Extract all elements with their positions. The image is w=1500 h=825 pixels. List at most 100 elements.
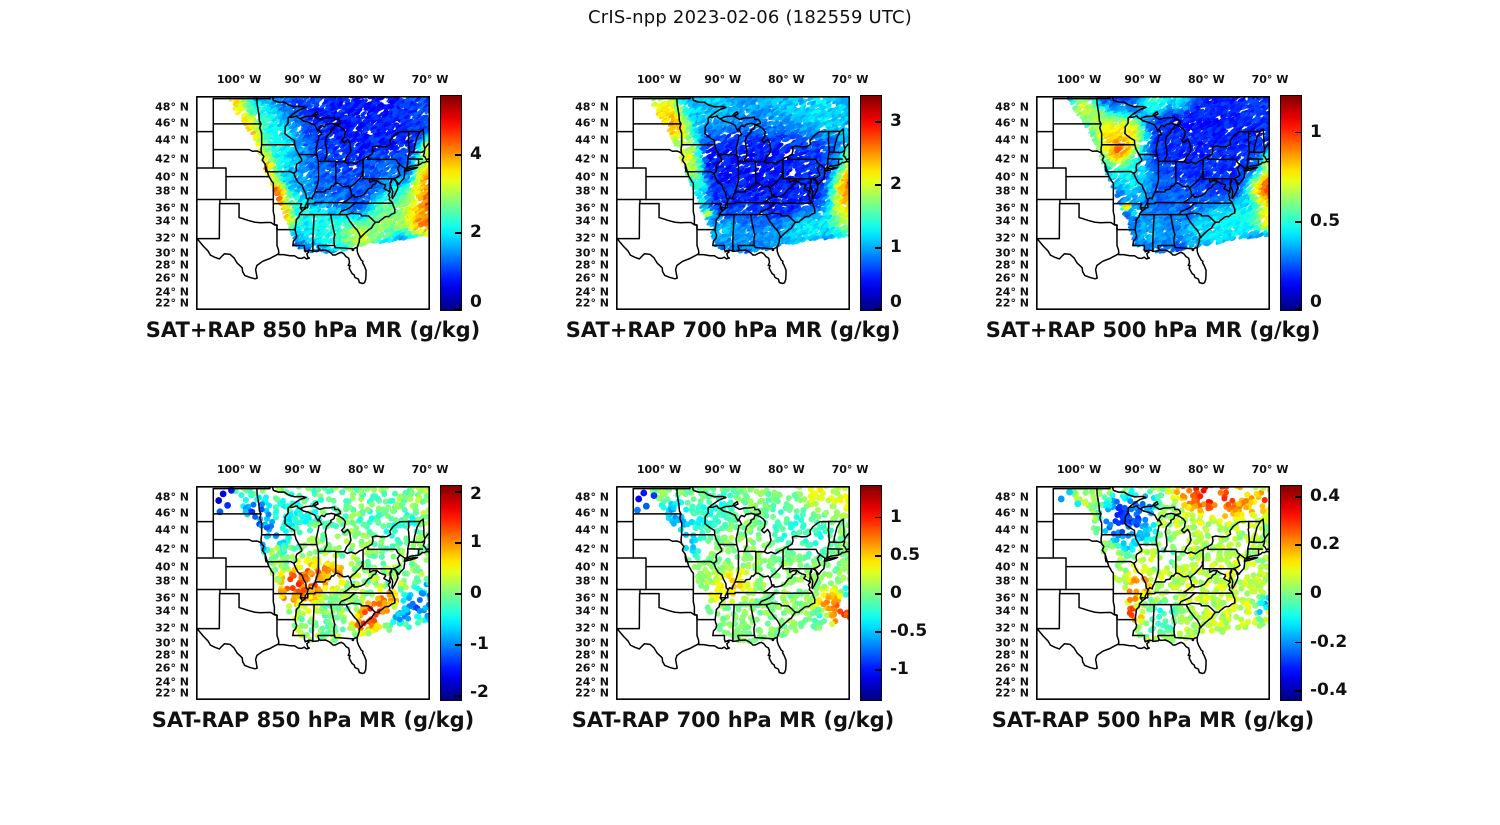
lon-tick-label: 80° W: [347, 73, 385, 86]
lat-tick-label: 40° N: [155, 560, 189, 574]
colorbar-tick-label: 2: [470, 484, 482, 504]
colorbar-tick-label: 0.2: [1310, 534, 1341, 555]
lat-tick-label: 36° N: [575, 591, 609, 605]
colorbar-tick: [1295, 593, 1301, 595]
map-sat-minus-rap-500: [1036, 486, 1270, 700]
lon-tick-label: 80° W: [1187, 463, 1225, 476]
colorbar-tick-label: -2: [470, 682, 489, 702]
colorbar-tick: [1295, 220, 1301, 223]
lon-tick-label: 70° W: [831, 463, 869, 476]
lat-tick-label: 38° N: [995, 184, 1029, 198]
lat-tick-label: 44° N: [575, 133, 609, 147]
lat-tick-label: 44° N: [155, 133, 189, 147]
colorbar-sat-plus-rap-850: [440, 95, 462, 311]
lon-tick-label: 70° W: [831, 73, 869, 86]
lon-tick-label: 100° W: [636, 73, 682, 86]
colorbar-tick-label: -1: [470, 633, 489, 654]
lat-tick-label: 46° N: [155, 506, 189, 520]
colorbar-tick-label: 0: [470, 292, 482, 312]
map-sat-plus-rap-500: [1036, 96, 1270, 310]
colorbar-tick-label: -0.5: [890, 621, 928, 642]
colorbar-tick-label: 0.5: [890, 544, 921, 565]
colorbar-tick: [875, 121, 881, 123]
colorbar-tick: [875, 308, 881, 310]
lon-tick-label: 80° W: [767, 73, 805, 86]
lat-tick-label: 22° N: [155, 686, 189, 700]
lat-tick-label: 42° N: [155, 152, 189, 166]
lat-tick-label: 22° N: [995, 686, 1029, 700]
lat-tick-label: 32° N: [575, 621, 609, 635]
lat-tick-label: 36° N: [155, 201, 189, 215]
colorbar-tick: [875, 247, 881, 249]
lat-tick-label: 22° N: [575, 296, 609, 310]
colorbar-tick: [875, 593, 881, 595]
lat-tick-label: 48° N: [575, 100, 609, 114]
colorbar-tick-label: 0: [890, 583, 902, 603]
lat-tick-label: 34° N: [155, 604, 189, 618]
lon-tick-label: 70° W: [411, 463, 449, 476]
lat-tick-label: 32° N: [995, 231, 1029, 245]
colorbar-sat-plus-rap-700: [860, 95, 882, 311]
colorbar-tick-label: 1: [470, 532, 482, 553]
lat-tick-label: 34° N: [575, 214, 609, 228]
lat-tick-label: 44° N: [575, 523, 609, 537]
lat-tick-label: 32° N: [995, 621, 1029, 635]
colorbar-tick: [875, 516, 881, 519]
colorbar-tick: [455, 232, 461, 234]
lat-tick-label: 22° N: [995, 296, 1029, 310]
colorbar-tick-label: 0: [1310, 292, 1322, 312]
colorbar-tick-label: -0.4: [1310, 680, 1348, 701]
colorbar-tick-label: -0.2: [1310, 631, 1348, 652]
lat-tick-label: 22° N: [155, 296, 189, 310]
lon-tick-label: 100° W: [216, 73, 262, 86]
lat-tick-label: 30° N: [575, 636, 609, 650]
lat-tick-label: 26° N: [575, 661, 609, 675]
lat-tick-label: 34° N: [155, 214, 189, 228]
panel-title-sat-minus-rap-700: SAT-RAP 700 hPa MR (g/kg): [571, 708, 895, 732]
lat-tick-label: 28° N: [575, 258, 609, 272]
colorbar-tick: [455, 154, 461, 157]
colorbar-tick: [455, 694, 461, 697]
lat-tick-label: 38° N: [995, 574, 1029, 588]
lat-tick-label: 30° N: [995, 636, 1029, 650]
figure-title: CrIS-npp 2023-02-06 (182559 UTC): [587, 7, 913, 28]
colorbar-tick-label: 0.5: [1310, 210, 1341, 231]
lon-tick-label: 100° W: [1056, 73, 1102, 86]
map-sat-minus-rap-700: [616, 486, 850, 700]
lat-tick-label: 34° N: [575, 604, 609, 618]
lat-tick-label: 46° N: [575, 506, 609, 520]
lat-tick-label: 48° N: [995, 100, 1029, 114]
lat-tick-label: 46° N: [575, 116, 609, 130]
lat-tick-label: 36° N: [575, 201, 609, 215]
lat-tick-label: 24° N: [995, 285, 1029, 299]
lat-tick-label: 42° N: [575, 152, 609, 166]
colorbar-tick-label: 2: [890, 174, 902, 195]
colorbar-tick: [1295, 641, 1301, 644]
colorbar-tick-label: 2: [470, 222, 482, 243]
lon-tick-label: 100° W: [1056, 463, 1102, 476]
colorbar-sat-minus-rap-850: [440, 485, 462, 701]
colorbar-tick: [1295, 690, 1301, 693]
colorbar-tick: [875, 184, 881, 186]
lon-tick-label: 90° W: [284, 463, 322, 476]
lat-tick-label: 24° N: [575, 675, 609, 689]
colorbar-tick: [1295, 544, 1301, 547]
lat-tick-label: 38° N: [155, 574, 189, 588]
lat-tick-label: 28° N: [995, 648, 1029, 662]
lon-tick-label: 90° W: [1124, 73, 1162, 86]
lon-tick-label: 90° W: [704, 73, 742, 86]
map-sat-minus-rap-850: [196, 486, 430, 700]
colorbar-sat-plus-rap-500: [1280, 95, 1302, 311]
panel-title-sat-minus-rap-500: SAT-RAP 500 hPa MR (g/kg): [991, 708, 1315, 732]
lat-tick-label: 32° N: [155, 621, 189, 635]
panel-title-sat-plus-rap-700: SAT+RAP 700 hPa MR (g/kg): [565, 318, 901, 342]
lat-tick-label: 36° N: [995, 591, 1029, 605]
colorbar-tick-label: 1: [890, 237, 902, 258]
lon-tick-label: 80° W: [347, 463, 385, 476]
panel-title-sat-minus-rap-850: SAT-RAP 850 hPa MR (g/kg): [151, 708, 475, 732]
panel-title-sat-plus-rap-500: SAT+RAP 500 hPa MR (g/kg): [985, 318, 1321, 342]
map-sat-plus-rap-700: [616, 96, 850, 310]
colorbar-tick: [875, 669, 881, 672]
lat-tick-label: 46° N: [155, 116, 189, 130]
